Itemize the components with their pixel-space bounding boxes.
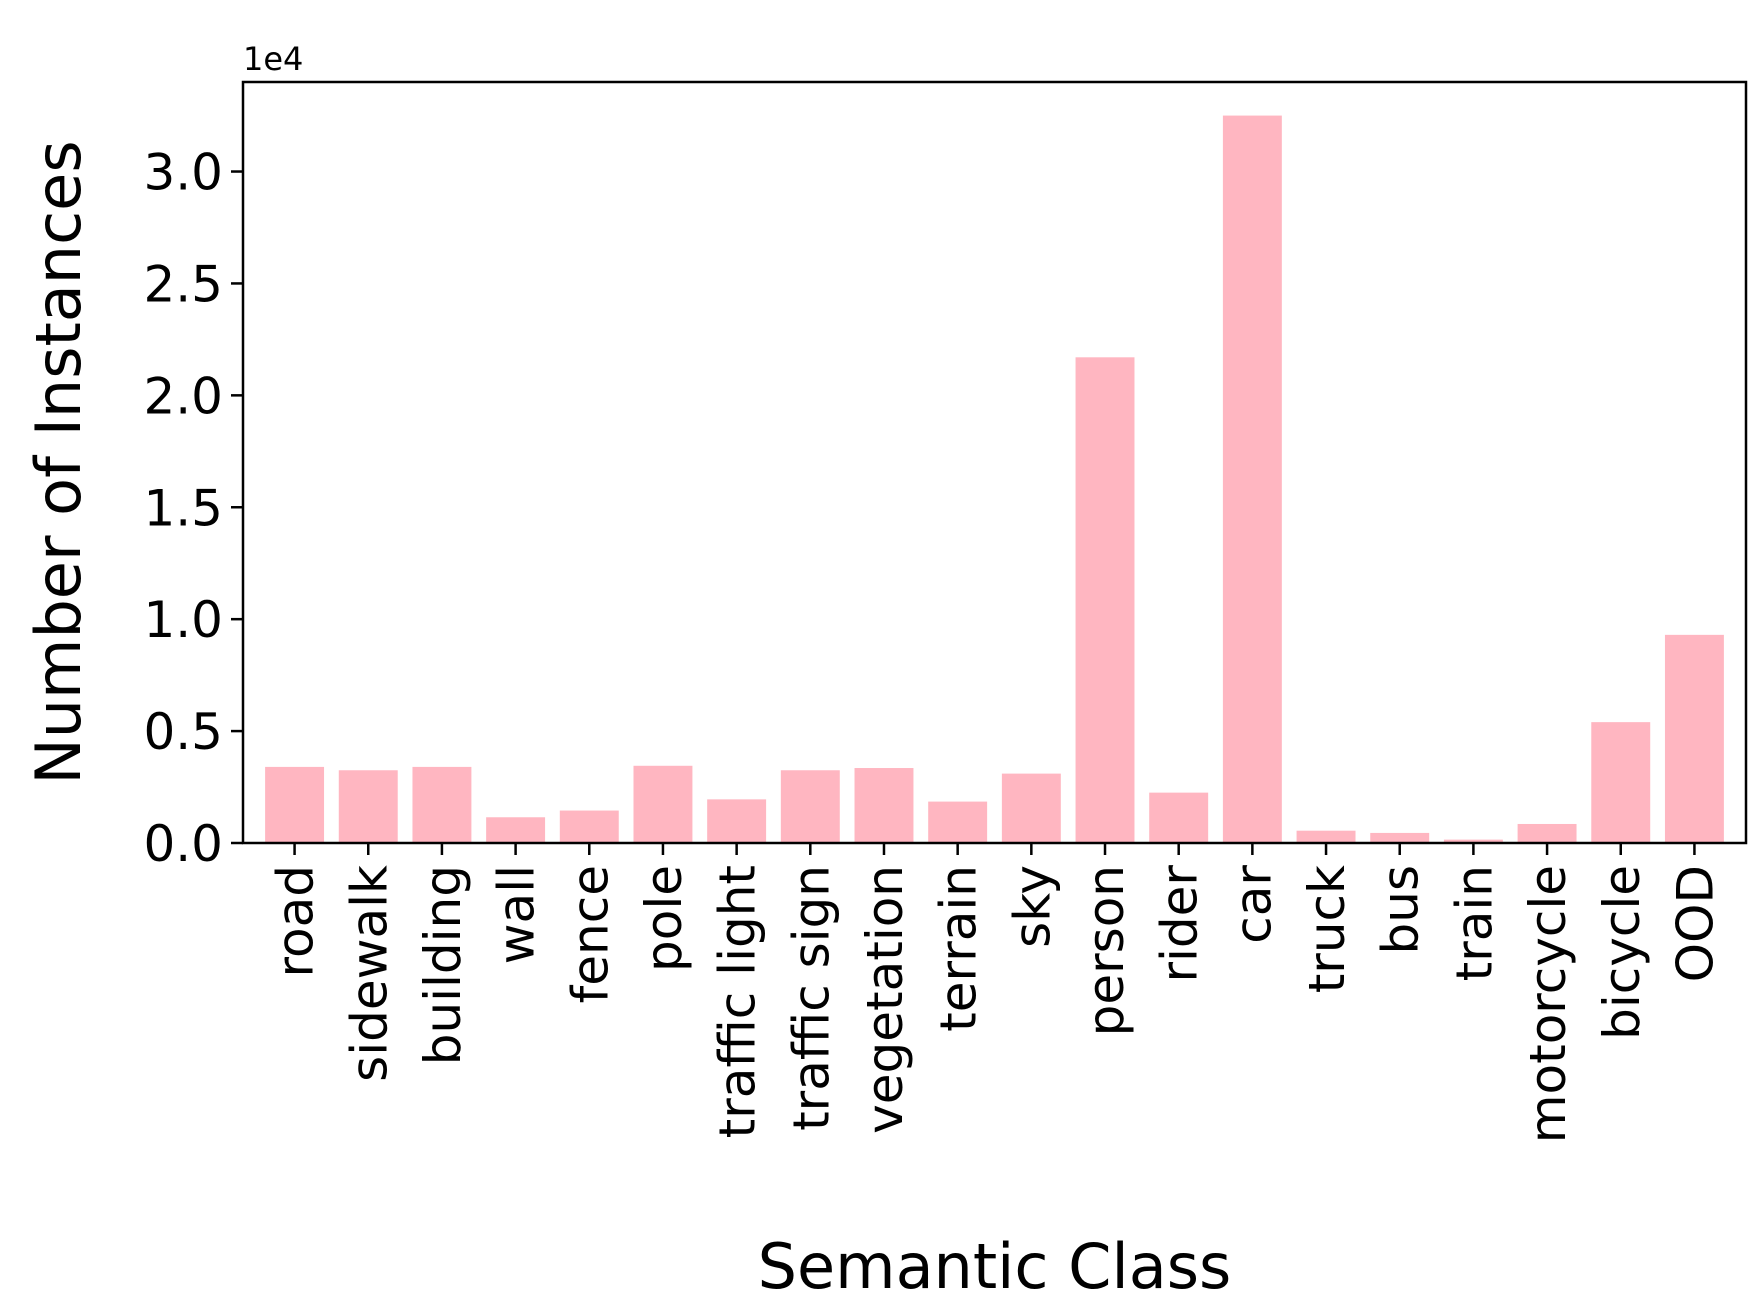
bar-bicycle xyxy=(1591,722,1651,843)
bars-group xyxy=(265,115,1724,843)
x-axis: road sidewalk building wall fence pole traffic… xyxy=(267,843,1724,1143)
x-axis-label: Semantic Class xyxy=(758,1230,1232,1303)
bar-car xyxy=(1222,115,1282,843)
bar-rider xyxy=(1149,792,1209,843)
bar-traffic-sign xyxy=(780,770,840,843)
x-tick-label: rider xyxy=(1151,865,1209,983)
x-tick-label: bicycle xyxy=(1593,865,1651,1040)
x-tick-label: fence xyxy=(561,865,619,1003)
bar-ood xyxy=(1664,634,1724,843)
bar-vegetation xyxy=(854,768,914,843)
x-tick-label: motorcycle xyxy=(1519,865,1577,1143)
bar-person xyxy=(1075,357,1135,843)
bar-motorcycle xyxy=(1517,823,1577,843)
x-tick-label: vegetation xyxy=(856,865,914,1134)
bar-pole xyxy=(633,765,693,843)
x-tick-label: sky xyxy=(1003,865,1061,948)
bar-traffic-light xyxy=(707,799,767,843)
bar-wall xyxy=(486,817,546,843)
x-tick-label: train xyxy=(1445,865,1503,981)
bar-building xyxy=(412,766,472,843)
bar-truck xyxy=(1296,830,1356,843)
bar-road xyxy=(265,766,325,843)
x-tick-label: building xyxy=(414,865,472,1065)
bar-train xyxy=(1443,839,1503,843)
y-tick-label: 1.0 xyxy=(143,591,223,649)
x-tick-label: road xyxy=(267,865,325,977)
x-tick-label: car xyxy=(1224,865,1282,944)
x-tick-label: terrain xyxy=(930,865,988,1032)
bar-fence xyxy=(559,810,619,843)
x-tick-label: pole xyxy=(635,865,693,972)
x-tick-label: person xyxy=(1077,865,1135,1036)
plot-frame xyxy=(241,80,1748,845)
x-tick-label: truck xyxy=(1298,865,1356,993)
bar-sidewalk xyxy=(338,770,398,843)
bar-sky xyxy=(1001,773,1061,843)
y-tick-label: 2.0 xyxy=(143,367,223,425)
x-tick-label: OOD xyxy=(1666,865,1724,982)
x-tick-label: wall xyxy=(488,865,546,964)
x-tick-label: bus xyxy=(1372,865,1430,954)
y-tick-label: 0.0 xyxy=(143,815,223,873)
bar-terrain xyxy=(928,801,988,843)
y-tick-label: 3.0 xyxy=(143,144,223,202)
y-tick-label: 2.5 xyxy=(143,255,223,313)
y-tick-label: 1.5 xyxy=(143,479,223,537)
x-tick-label: traffic light xyxy=(709,865,767,1138)
x-tick-label: sidewalk xyxy=(340,865,398,1082)
x-tick-label: traffic sign xyxy=(782,865,840,1131)
y-axis-multiplier: 1e4 xyxy=(243,40,303,78)
y-tick-label: 0.5 xyxy=(143,703,223,761)
bar-bus xyxy=(1370,832,1430,843)
y-axis-label: Number of Instances xyxy=(22,140,95,784)
y-axis: 0.0 0.5 1.0 1.5 2.0 2.5 3.0 xyxy=(143,144,243,873)
